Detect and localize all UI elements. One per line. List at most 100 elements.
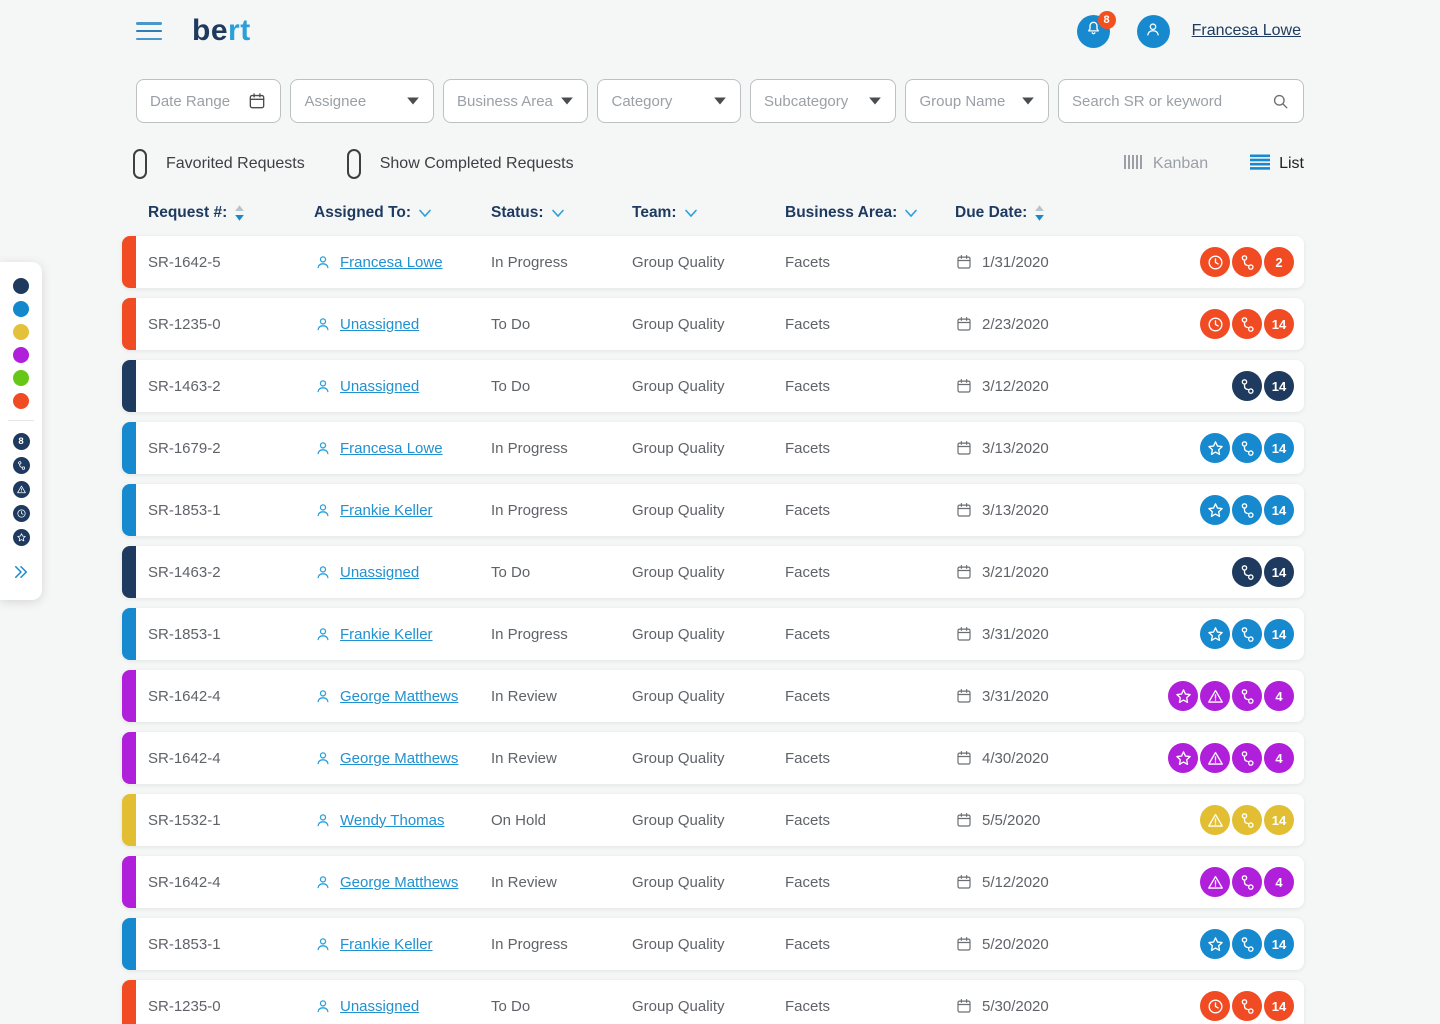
list-label: List [1279,155,1304,172]
filter-assignee[interactable]: Assignee [290,79,435,123]
assignee-cell: Frankie Keller [314,625,491,643]
person-icon [314,253,332,271]
list-view-button[interactable]: List [1250,154,1304,175]
table-row[interactable]: SR-1853-1 Frankie Keller In Progress Gro… [122,918,1304,970]
business-area-cell: Facets [785,501,831,519]
assignee-cell: Wendy Thomas [314,811,491,829]
due-date-cell: 3/12/2020 [955,377,1105,395]
team-cell: Group Quality [632,873,725,891]
count-badge: 14 [1264,929,1294,959]
legend-color-dot [13,369,29,386]
column-header-business-area[interactable]: Business Area: [785,204,955,222]
column-header-assigned-to[interactable]: Assigned To: [314,204,491,222]
assignee-link[interactable]: George Matthews [340,749,459,767]
hamburger-menu-icon[interactable] [136,22,162,40]
branch-icon [1232,681,1262,711]
assignee-link[interactable]: Francesa Lowe [340,253,443,271]
row-indicator-chips: 14 [1105,805,1304,835]
team-cell: Group Quality [632,563,725,581]
assignee-link[interactable]: Unassigned [340,377,420,395]
table-row[interactable]: SR-1642-4 George Matthews In Review Grou… [122,732,1304,784]
favorited-requests-toggle[interactable] [133,149,147,179]
show-completed-toggle[interactable] [346,149,361,179]
row-indicator-chips: 14 [1105,371,1304,401]
filter-group-name[interactable]: Group Name [905,79,1050,123]
team-cell: Group Quality [632,687,725,705]
business-area-cell: Facets [785,749,831,767]
legend-color-dot [13,277,29,294]
assignee-cell: Frankie Keller [314,501,491,519]
column-header-request[interactable]: Request #: [148,203,314,223]
assignee-cell: Francesa Lowe [314,253,491,271]
filter-category[interactable]: Category [597,79,742,123]
table-row[interactable]: SR-1642-4 George Matthews In Review Grou… [122,856,1304,908]
table-row[interactable]: SR-1235-0 Unassigned To Do Group Quality… [122,298,1304,350]
filter-subcategory[interactable]: Subcategory [750,79,897,123]
calendar-icon [955,811,982,829]
calendar-icon [955,997,982,1015]
assignee-link[interactable]: Unassigned [340,563,420,581]
business-area-cell: Facets [785,563,831,581]
priority-color-bar [122,918,136,970]
table-row[interactable]: SR-1642-4 George Matthews In Review Grou… [122,670,1304,722]
table-row[interactable]: SR-1642-5 Francesa Lowe In Progress Grou… [122,236,1304,288]
assignee-link[interactable]: Frankie Keller [340,501,433,519]
table-row[interactable]: SR-1532-1 Wendy Thomas On Hold Group Qua… [122,794,1304,846]
assignee-link[interactable]: Unassigned [340,997,420,1015]
column-header-due-date[interactable]: Due Date: [955,203,1105,223]
notification-count-badge: 8 [1097,10,1116,29]
assignee-link[interactable]: Wendy Thomas [340,811,445,829]
assignee-link[interactable]: Frankie Keller [340,625,433,643]
user-name-link[interactable]: Francesa Lowe [1191,22,1301,39]
status-cell: To Do [491,315,531,333]
business-area-cell: Facets [785,625,831,643]
calendar-icon [955,563,982,581]
avatar[interactable] [1136,14,1170,48]
business-area-cell: Facets [785,811,831,829]
kanban-view-button[interactable]: Kanban [1123,154,1208,175]
status-cell: In Review [491,687,557,705]
assignee-link[interactable]: George Matthews [340,687,459,705]
assignee-link[interactable]: Frankie Keller [340,935,433,953]
search-input[interactable] [1072,92,1272,110]
business-area-cell: Facets [785,439,831,457]
column-header-team[interactable]: Team: [632,204,785,222]
priority-color-bar [122,236,136,288]
branch-icon [1232,929,1262,959]
assignee-link[interactable]: Francesa Lowe [340,439,443,457]
request-id-cell: SR-1463-2 [148,377,221,395]
due-date-cell: 3/21/2020 [955,563,1105,581]
priority-color-bar [122,608,136,660]
star-icon [1200,619,1230,649]
legend-expand-button[interactable] [12,563,30,586]
caret-down-icon [868,96,882,106]
person-icon [314,873,332,891]
table-row[interactable]: SR-1235-0 Unassigned To Do Group Quality… [122,980,1304,1024]
person-icon [314,501,332,519]
team-cell: Group Quality [632,935,725,953]
priority-color-bar [122,298,136,350]
notifications-button[interactable]: 8 [1076,10,1116,48]
legend-color-dot [13,346,29,363]
due-date-cell: 5/30/2020 [955,997,1105,1015]
status-cell: To Do [491,997,531,1015]
table-row[interactable]: SR-1463-2 Unassigned To Do Group Quality… [122,546,1304,598]
filter-business-area[interactable]: Business Area [443,79,589,123]
legend-color-dot [13,323,29,340]
filter-date-range[interactable]: Date Range [136,79,282,123]
app-logo: bert [192,14,251,48]
assignee-link[interactable]: Unassigned [340,315,420,333]
assignee-link[interactable]: George Matthews [340,873,459,891]
table-row[interactable]: SR-1679-2 Francesa Lowe In Progress Grou… [122,422,1304,474]
legend-warning-icon [12,480,30,498]
filter-bar: Date Range Assignee Business Area Catego… [136,79,1305,123]
priority-color-bar [122,360,136,412]
search-icon[interactable] [1271,92,1290,111]
table-row[interactable]: SR-1853-1 Frankie Keller In Progress Gro… [122,608,1304,660]
request-list: SR-1642-5 Francesa Lowe In Progress Grou… [122,236,1304,1024]
table-row[interactable]: SR-1853-1 Frankie Keller In Progress Gro… [122,484,1304,536]
column-header-status[interactable]: Status: [491,204,632,222]
table-row[interactable]: SR-1463-2 Unassigned To Do Group Quality… [122,360,1304,412]
warning-icon [1200,805,1230,835]
count-badge: 14 [1264,805,1294,835]
